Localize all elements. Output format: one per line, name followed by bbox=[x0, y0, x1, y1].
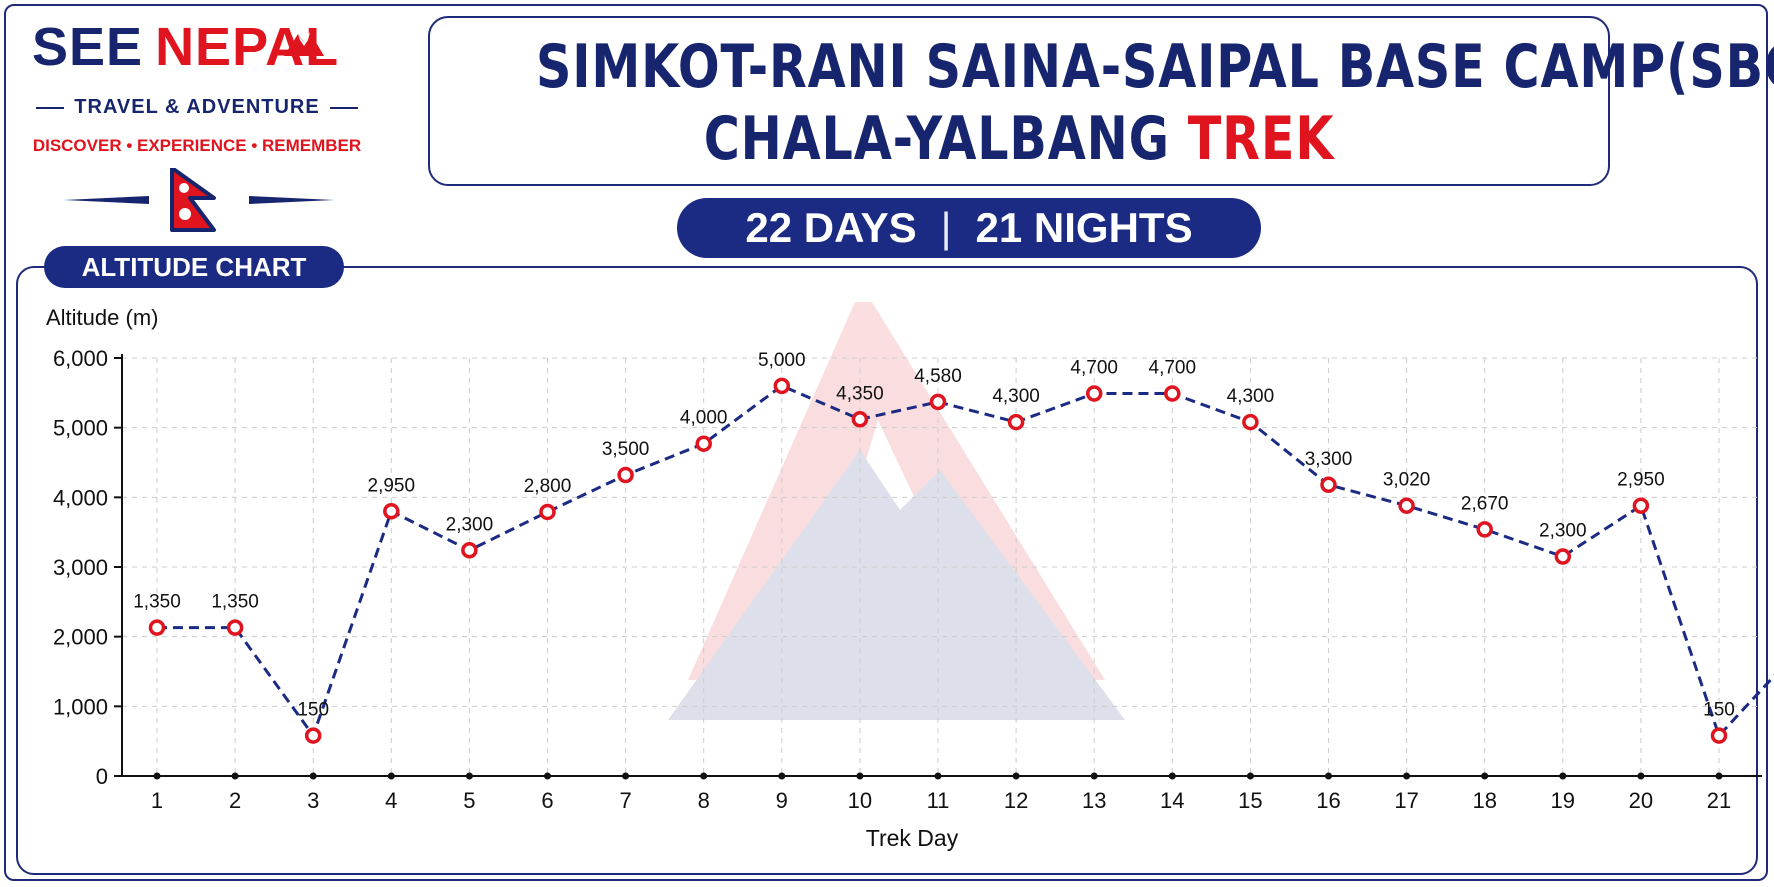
brand-logo: SEE NEPAL TRAVEL & ADVENTURE DISCOVER • E… bbox=[22, 14, 372, 232]
x-tick-label: 6 bbox=[541, 788, 553, 813]
data-label: 1,350 bbox=[211, 592, 259, 613]
y-tick-label: 3,000 bbox=[53, 555, 108, 580]
trek-title-line-2: CHALA-YALBANG TREK bbox=[536, 104, 1502, 174]
data-point-marker bbox=[1242, 413, 1259, 431]
data-point-marker bbox=[773, 377, 791, 395]
data-label: 150 bbox=[297, 700, 329, 721]
data-point-marker bbox=[1632, 497, 1650, 514]
data-label: 4,700 bbox=[1149, 358, 1197, 379]
data-point-marker bbox=[1554, 548, 1572, 565]
data-label: 4,700 bbox=[1070, 358, 1118, 379]
x-tick-label: 2 bbox=[229, 788, 241, 813]
mountain-watermark-icon bbox=[668, 302, 1125, 720]
data-label: 2,670 bbox=[1461, 493, 1509, 514]
y-axis-label: Altitude (m) bbox=[46, 305, 158, 330]
data-label: 3,300 bbox=[1305, 449, 1353, 470]
data-point-marker bbox=[1320, 476, 1337, 494]
y-tick-label: 1,000 bbox=[53, 694, 108, 719]
x-tick-label: 10 bbox=[848, 788, 872, 813]
x-tick-label: 4 bbox=[385, 788, 397, 813]
data-point-marker bbox=[304, 727, 322, 744]
data-point-marker bbox=[617, 466, 634, 484]
data-point-marker bbox=[1710, 727, 1728, 744]
duration-badge: 22 DAYS | 21 NIGHTS bbox=[677, 198, 1261, 258]
x-tick-label: 3 bbox=[307, 788, 319, 813]
data-label: 4,580 bbox=[914, 366, 962, 387]
trek-title-box: SIMKOT-RANI SAINA-SAIPAL BASE CAMP(SBC)-… bbox=[428, 16, 1774, 186]
data-label: 2,300 bbox=[1539, 521, 1587, 542]
data-point-marker bbox=[1085, 385, 1103, 402]
x-tick-label: 12 bbox=[1004, 788, 1028, 813]
series-altitude bbox=[148, 377, 1774, 744]
x-axis-label: Trek Day bbox=[866, 825, 959, 851]
outer-frame bbox=[4, 4, 1768, 881]
data-label: 3,020 bbox=[1383, 470, 1431, 491]
x-tick-label: 19 bbox=[1551, 788, 1575, 813]
data-point-marker bbox=[461, 542, 478, 559]
data-label: 2,950 bbox=[1617, 470, 1665, 491]
data-label: 4,300 bbox=[1227, 386, 1275, 407]
grid-lines bbox=[122, 357, 1762, 776]
data-point-marker bbox=[383, 503, 400, 520]
x-tick-label: 9 bbox=[776, 788, 788, 813]
x-tick-label: 18 bbox=[1472, 788, 1496, 813]
trek-title-accent: TREK bbox=[1187, 104, 1335, 174]
x-tick-label: 11 bbox=[927, 788, 950, 813]
series-line bbox=[157, 384, 1774, 738]
y-tick-label: 4,000 bbox=[53, 485, 108, 510]
duration-days: 22 DAYS bbox=[745, 204, 917, 251]
duration-nights: 21 NIGHTS bbox=[975, 204, 1193, 251]
chart-panel bbox=[16, 266, 1758, 875]
x-tick-label: 16 bbox=[1316, 788, 1340, 813]
x-tick-label: 14 bbox=[1160, 788, 1184, 813]
logo-tagline: TRAVEL & ADVENTURE bbox=[22, 96, 372, 119]
data-label: 1,350 bbox=[133, 592, 181, 613]
data-label: 2,950 bbox=[368, 475, 416, 496]
y-tick-label: 5,000 bbox=[53, 416, 108, 441]
y-tick-label: 0 bbox=[96, 764, 108, 789]
data-label: 5,000 bbox=[758, 350, 806, 371]
data-point-marker bbox=[1007, 413, 1025, 431]
data-label: 150 bbox=[1703, 700, 1735, 721]
data-point-marker bbox=[148, 619, 166, 636]
trek-title-route: CHALA-YALBANG bbox=[703, 104, 1170, 174]
x-tick-label: 7 bbox=[619, 788, 631, 813]
mountain-peak-icon bbox=[284, 32, 324, 56]
data-point-marker bbox=[1398, 497, 1415, 514]
x-tick-label: 1 bbox=[151, 788, 163, 813]
chart-tab: ALTITUDE CHART bbox=[44, 246, 344, 288]
data-labels: 1,350 1,350 150 2,950 2,300 2,800 3,500 4,000 5,… bbox=[133, 350, 1774, 721]
nepal-flag-icon bbox=[64, 168, 334, 232]
data-label: 4,350 bbox=[836, 383, 884, 404]
x-tick-label: 5 bbox=[463, 788, 475, 813]
data-point-marker bbox=[226, 619, 244, 636]
y-tick-label: 2,000 bbox=[53, 625, 108, 650]
x-tick-label: 20 bbox=[1629, 788, 1653, 813]
data-label: 2,800 bbox=[524, 476, 572, 497]
data-label: 4,000 bbox=[680, 408, 728, 429]
data-point-marker bbox=[851, 411, 869, 428]
data-label: 4,300 bbox=[992, 386, 1040, 407]
data-point-marker bbox=[695, 435, 712, 452]
data-point-marker bbox=[1476, 521, 1493, 538]
y-tick-label: 6,000 bbox=[53, 346, 108, 371]
x-tick-label: 17 bbox=[1394, 788, 1418, 813]
logo-motto: DISCOVER • EXPERIENCE • REMEMBER bbox=[32, 136, 362, 155]
x-tick-label: 13 bbox=[1082, 788, 1106, 813]
data-label: 3,500 bbox=[602, 439, 650, 460]
x-tick-label: 8 bbox=[698, 788, 710, 813]
duration-separator: | bbox=[940, 204, 952, 251]
data-point-marker bbox=[539, 503, 556, 521]
logo-name-see: SEE bbox=[32, 17, 144, 77]
logo-name: SEE NEPAL bbox=[32, 16, 339, 78]
data-point-marker bbox=[1164, 385, 1181, 402]
data-point-marker bbox=[929, 393, 947, 411]
x-tick-label: 15 bbox=[1238, 788, 1262, 813]
x-tick-label: 21 bbox=[1707, 788, 1731, 813]
data-label: 2,300 bbox=[446, 514, 494, 535]
